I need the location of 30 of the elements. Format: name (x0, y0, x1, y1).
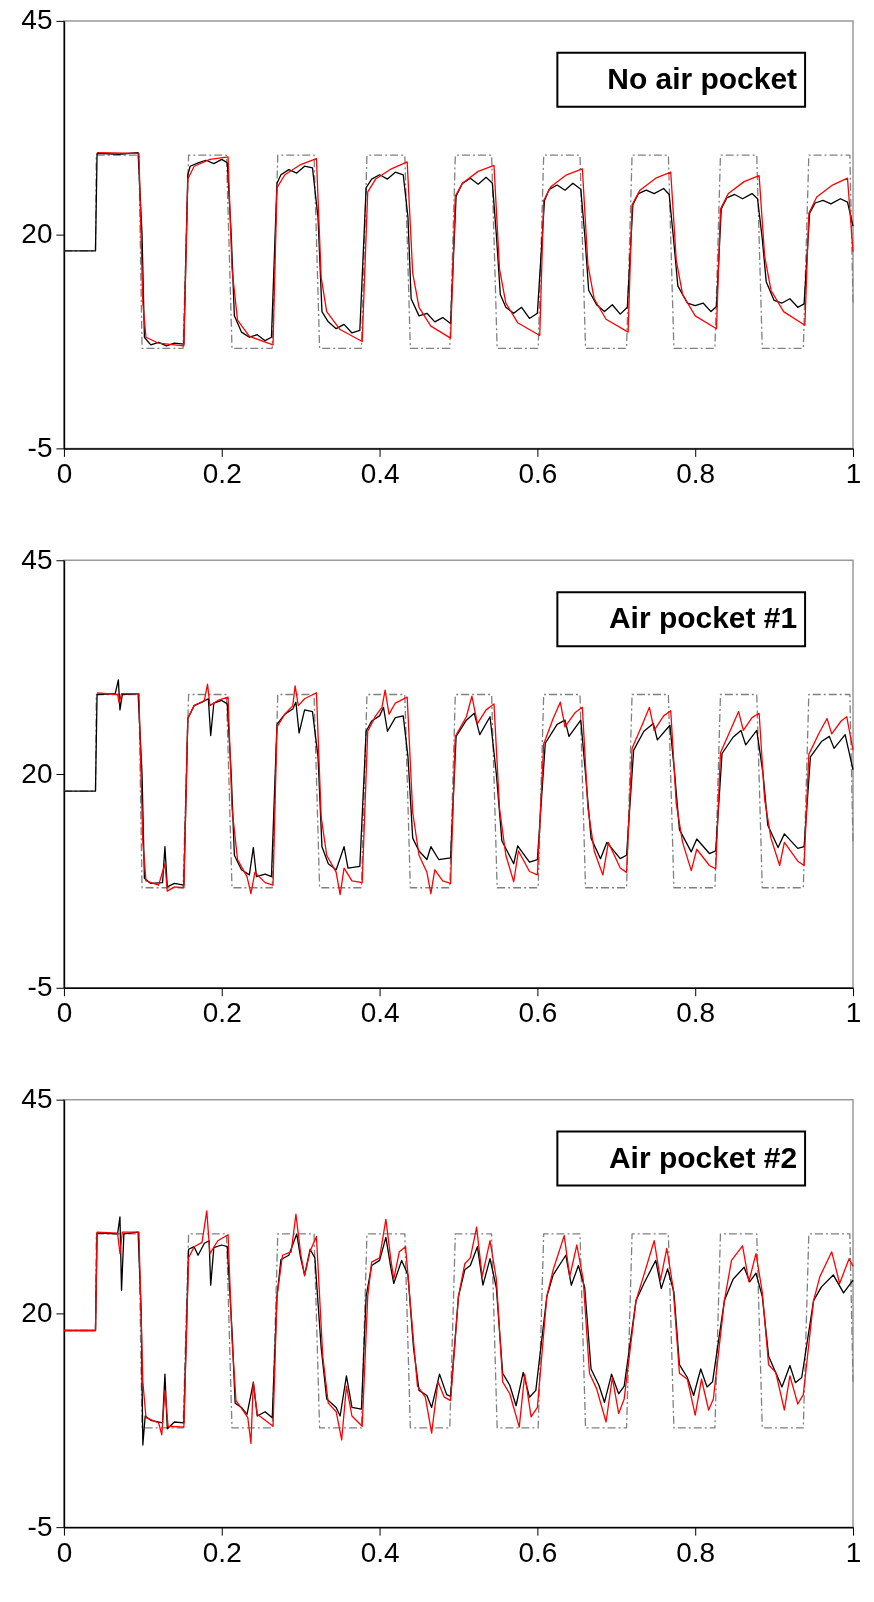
y-tick-label: 45 (21, 4, 53, 36)
x-tick-label: 0.4 (360, 457, 400, 489)
x-tick-label: 0.4 (360, 997, 400, 1029)
x-tick-label: 0.8 (676, 457, 716, 489)
x-tick-label: 0.2 (202, 457, 242, 489)
x-tick-label: 1 (845, 457, 862, 489)
y-tick-label: -5 (27, 1510, 53, 1542)
y-tick-label: 20 (21, 218, 53, 250)
x-tick-label: 0.6 (518, 1536, 558, 1568)
y-tick-label: 45 (21, 1083, 53, 1115)
x-tick-label: 1 (845, 997, 862, 1029)
x-tick-label: 0.8 (676, 1536, 716, 1568)
annotation: Air pocket #1 (608, 601, 798, 635)
x-tick-label: 0 (56, 997, 73, 1029)
x-tick-label: 0.6 (518, 457, 558, 489)
x-tick-label: 0.4 (360, 1536, 400, 1568)
x-tick-label: 0.2 (202, 997, 242, 1029)
x-tick-label: 0 (56, 457, 73, 489)
y-tick-label: 20 (21, 1296, 53, 1328)
annotation: No air pocket (607, 61, 798, 95)
x-tick-label: 0 (56, 1536, 73, 1568)
x-tick-label: 1 (845, 1536, 862, 1568)
x-tick-label: 0.8 (676, 997, 716, 1029)
y-tick-label: 45 (21, 543, 53, 575)
y-tick-label: 20 (21, 757, 53, 789)
annotation: Air pocket #2 (608, 1140, 798, 1174)
x-tick-label: 0.2 (202, 1536, 242, 1568)
y-tick-label: -5 (27, 431, 53, 463)
y-tick-label: -5 (27, 971, 53, 1003)
x-tick-label: 0.6 (518, 997, 558, 1029)
